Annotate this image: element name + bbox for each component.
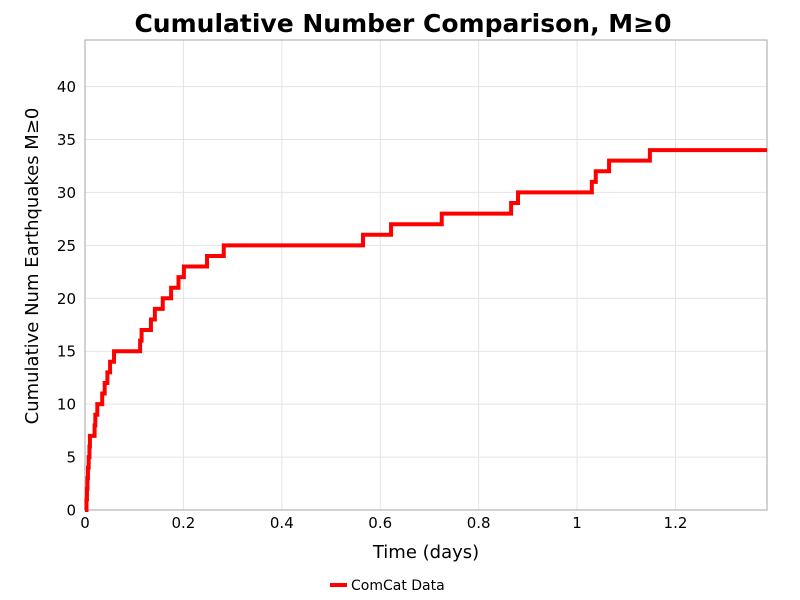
x-tick-label: 1	[572, 514, 582, 532]
y-tick-label: 20	[57, 290, 76, 308]
x-tick-label: 0	[80, 514, 90, 532]
y-axis-label: Cumulative Num Earthquakes M≥0	[22, 108, 43, 425]
y-tick-label: 15	[57, 343, 76, 361]
legend: ComCat Data	[330, 578, 445, 594]
y-tick-label: 35	[57, 131, 76, 149]
data-series-line	[84, 148, 767, 512]
x-tick-label: 1.2	[664, 514, 688, 532]
y-tick-label: 5	[66, 449, 76, 467]
plot-frame	[84, 39, 768, 511]
legend-label: ComCat Data	[351, 578, 445, 594]
x-tick-label: 0.2	[171, 514, 195, 532]
y-tick-label: 40	[57, 78, 76, 96]
y-tick-label: 0	[66, 502, 76, 520]
y-tick-label: 30	[57, 184, 76, 202]
x-tick-label: 0.4	[270, 514, 294, 532]
y-tick-label: 10	[57, 396, 76, 414]
chart-title: Cumulative Number Comparison, M≥0	[134, 9, 671, 38]
x-tick-label: 0.8	[467, 514, 491, 532]
x-tick-label: 0.6	[368, 514, 392, 532]
plot-area: 0 5 10 15 20 25 30 35 40 0 0.2 0.4 0.6 0.8 1 1.2	[57, 39, 768, 532]
y-tick-label: 25	[57, 237, 76, 255]
x-axis-label: Time (days)	[372, 542, 479, 563]
